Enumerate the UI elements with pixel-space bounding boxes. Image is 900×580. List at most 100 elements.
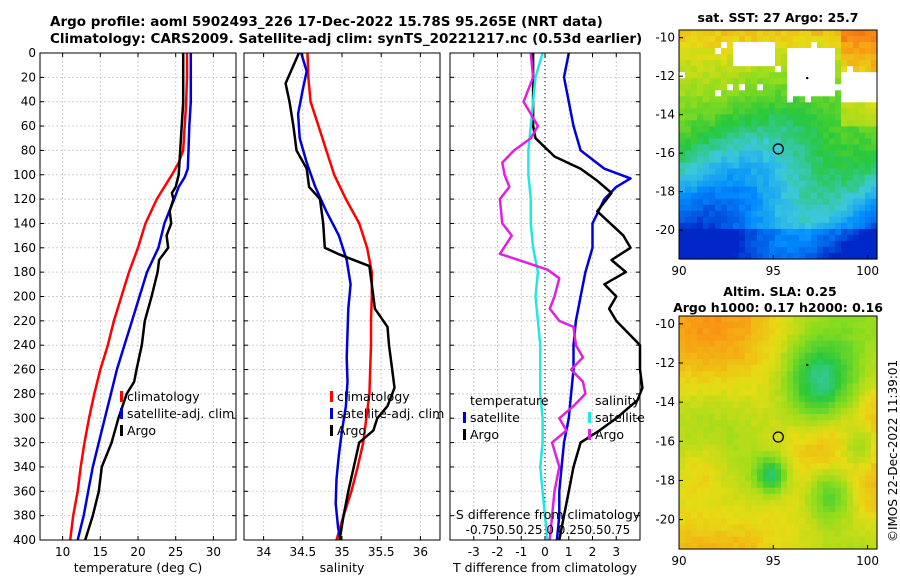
map-cell <box>715 444 722 452</box>
map-cell <box>829 84 836 91</box>
map-cell <box>721 536 728 544</box>
map-cell <box>769 518 776 526</box>
map-cell <box>811 475 818 483</box>
map-cell <box>721 240 728 248</box>
map-cell <box>679 524 686 532</box>
map-cell <box>811 316 818 323</box>
map-cell <box>847 518 854 526</box>
map-cell <box>823 395 830 403</box>
map-cell <box>775 42 782 49</box>
map-cell <box>739 84 746 91</box>
map-cell <box>847 210 854 218</box>
map-cell <box>715 90 722 97</box>
map-cell <box>703 407 710 415</box>
map-cell <box>709 240 716 248</box>
map-cell <box>853 174 860 182</box>
map-cell <box>847 114 854 121</box>
map-cell <box>709 420 716 427</box>
map-cell <box>691 36 698 43</box>
map-cell <box>709 222 716 230</box>
map-cell <box>787 204 794 212</box>
map-cell <box>805 530 812 538</box>
map-cell <box>823 444 830 452</box>
map-cell <box>841 481 848 489</box>
map-cell <box>697 401 704 409</box>
map-cell <box>721 450 728 458</box>
map-cell <box>847 475 854 483</box>
map-cell <box>787 316 794 323</box>
map-cell <box>769 524 776 532</box>
map-cell <box>679 493 686 501</box>
map-cell <box>811 174 818 182</box>
map-cell <box>823 469 830 477</box>
map-cell <box>679 144 686 152</box>
map-cell <box>685 536 692 544</box>
map-cell <box>775 96 782 103</box>
map-cell <box>775 420 782 427</box>
map-cell <box>751 90 758 97</box>
map-cell <box>679 132 686 140</box>
map-cell <box>697 334 704 342</box>
map-cell <box>697 469 704 477</box>
map-cell <box>805 358 812 366</box>
map-cell <box>757 36 764 43</box>
map-cell <box>805 114 812 121</box>
map-cell <box>757 542 764 550</box>
map-cell <box>859 340 866 348</box>
map-cell <box>733 156 740 164</box>
map-cell <box>859 499 866 507</box>
map-cell <box>775 450 782 458</box>
map-cell <box>763 316 770 323</box>
map-cell <box>715 192 722 200</box>
map-cell <box>739 102 746 109</box>
map-cell <box>721 407 728 415</box>
map-cell <box>763 246 770 254</box>
map-cell <box>763 240 770 248</box>
map-cell <box>871 210 878 218</box>
map-cell <box>709 432 716 440</box>
map-cell <box>781 210 788 218</box>
map-cell <box>793 216 800 224</box>
map-cell <box>715 204 722 212</box>
map-cell <box>679 444 686 452</box>
map-cell <box>751 536 758 544</box>
map-cell <box>853 426 860 434</box>
map-cell <box>859 138 866 146</box>
map-cell <box>727 444 734 452</box>
map-cell <box>829 54 836 61</box>
map-cell <box>685 180 692 188</box>
map-cell <box>703 36 710 43</box>
map-cell <box>847 198 854 206</box>
map-cell <box>721 48 728 55</box>
map-cell <box>799 138 806 146</box>
map-cell <box>781 352 788 360</box>
map-cell <box>841 42 848 49</box>
map-cell <box>763 54 770 61</box>
map-cell <box>697 144 704 152</box>
map-cell <box>721 493 728 501</box>
map-cell <box>805 444 812 452</box>
map-cell <box>691 174 698 182</box>
map-cell <box>763 168 770 176</box>
map-cell <box>757 371 764 378</box>
map-cell <box>847 542 854 550</box>
map-cell <box>871 457 878 464</box>
map-cell <box>799 438 806 446</box>
map-cell <box>859 358 866 366</box>
y-tick-label: 140 <box>13 216 36 230</box>
map-cell <box>769 352 776 360</box>
map-cell <box>721 192 728 200</box>
map-cell <box>865 120 872 128</box>
map-cell <box>859 536 866 544</box>
map-cell <box>721 156 728 164</box>
map-cell <box>751 542 758 550</box>
map-cell <box>709 198 716 206</box>
map-cell <box>781 120 788 128</box>
map-cell <box>727 401 734 409</box>
map-cell <box>745 334 752 342</box>
map-cell <box>835 432 842 440</box>
map-cell <box>703 512 710 519</box>
legend-title-salinity: salinity <box>595 393 640 408</box>
map-cell <box>781 240 788 248</box>
map-cell <box>781 530 788 538</box>
